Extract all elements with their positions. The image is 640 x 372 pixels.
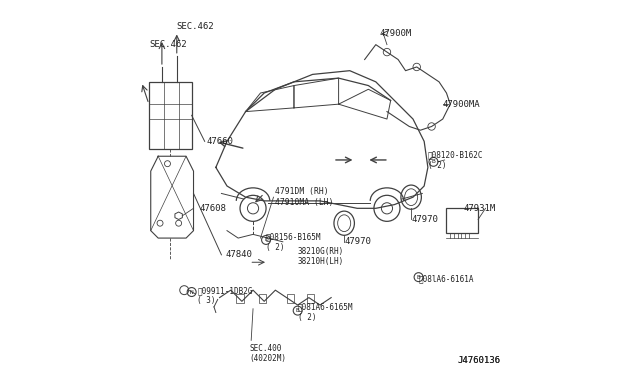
Text: 47970: 47970 xyxy=(344,237,371,246)
Bar xyxy=(259,294,266,303)
Text: J4760136: J4760136 xyxy=(458,356,500,365)
Bar xyxy=(307,294,314,303)
Bar xyxy=(149,82,191,149)
Text: B: B xyxy=(264,237,268,243)
Text: Ⓓ081A6-6165M
( 2): Ⓓ081A6-6165M ( 2) xyxy=(298,303,353,322)
Bar xyxy=(287,294,294,303)
Text: Ⓓ08lA6-6161A: Ⓓ08lA6-6161A xyxy=(419,275,474,283)
Text: 47900MA: 47900MA xyxy=(443,100,481,109)
Text: Ⓓ08120-B162C
( 2): Ⓓ08120-B162C ( 2) xyxy=(428,150,483,170)
Text: J4760136: J4760136 xyxy=(458,356,500,365)
Text: B: B xyxy=(417,275,420,280)
Bar xyxy=(236,294,244,303)
Text: Ⓓ08156-B165M
( 2): Ⓓ08156-B165M ( 2) xyxy=(266,232,321,251)
Text: 4791DM (RH)
47910MA (LH): 4791DM (RH) 47910MA (LH) xyxy=(275,187,334,207)
Text: 47900M: 47900M xyxy=(380,29,412,38)
Text: 47931M: 47931M xyxy=(463,204,495,213)
Text: B: B xyxy=(431,159,435,164)
Text: ⓝ09911-1DB2G
( 3): ⓝ09911-1DB2G ( 3) xyxy=(197,286,253,305)
Text: 38210G(RH)
38210H(LH): 38210G(RH) 38210H(LH) xyxy=(298,247,344,266)
Text: SEC.462: SEC.462 xyxy=(149,40,186,49)
Text: 47660: 47660 xyxy=(207,137,234,146)
Text: 47840: 47840 xyxy=(225,250,252,259)
Text: SEC.462: SEC.462 xyxy=(177,22,214,31)
Text: SEC.400
(40202M): SEC.400 (40202M) xyxy=(250,344,286,363)
Text: N: N xyxy=(190,289,193,295)
Text: B: B xyxy=(296,308,300,313)
Text: 47970: 47970 xyxy=(411,215,438,224)
Text: 47608: 47608 xyxy=(199,204,226,213)
Bar xyxy=(447,208,478,232)
